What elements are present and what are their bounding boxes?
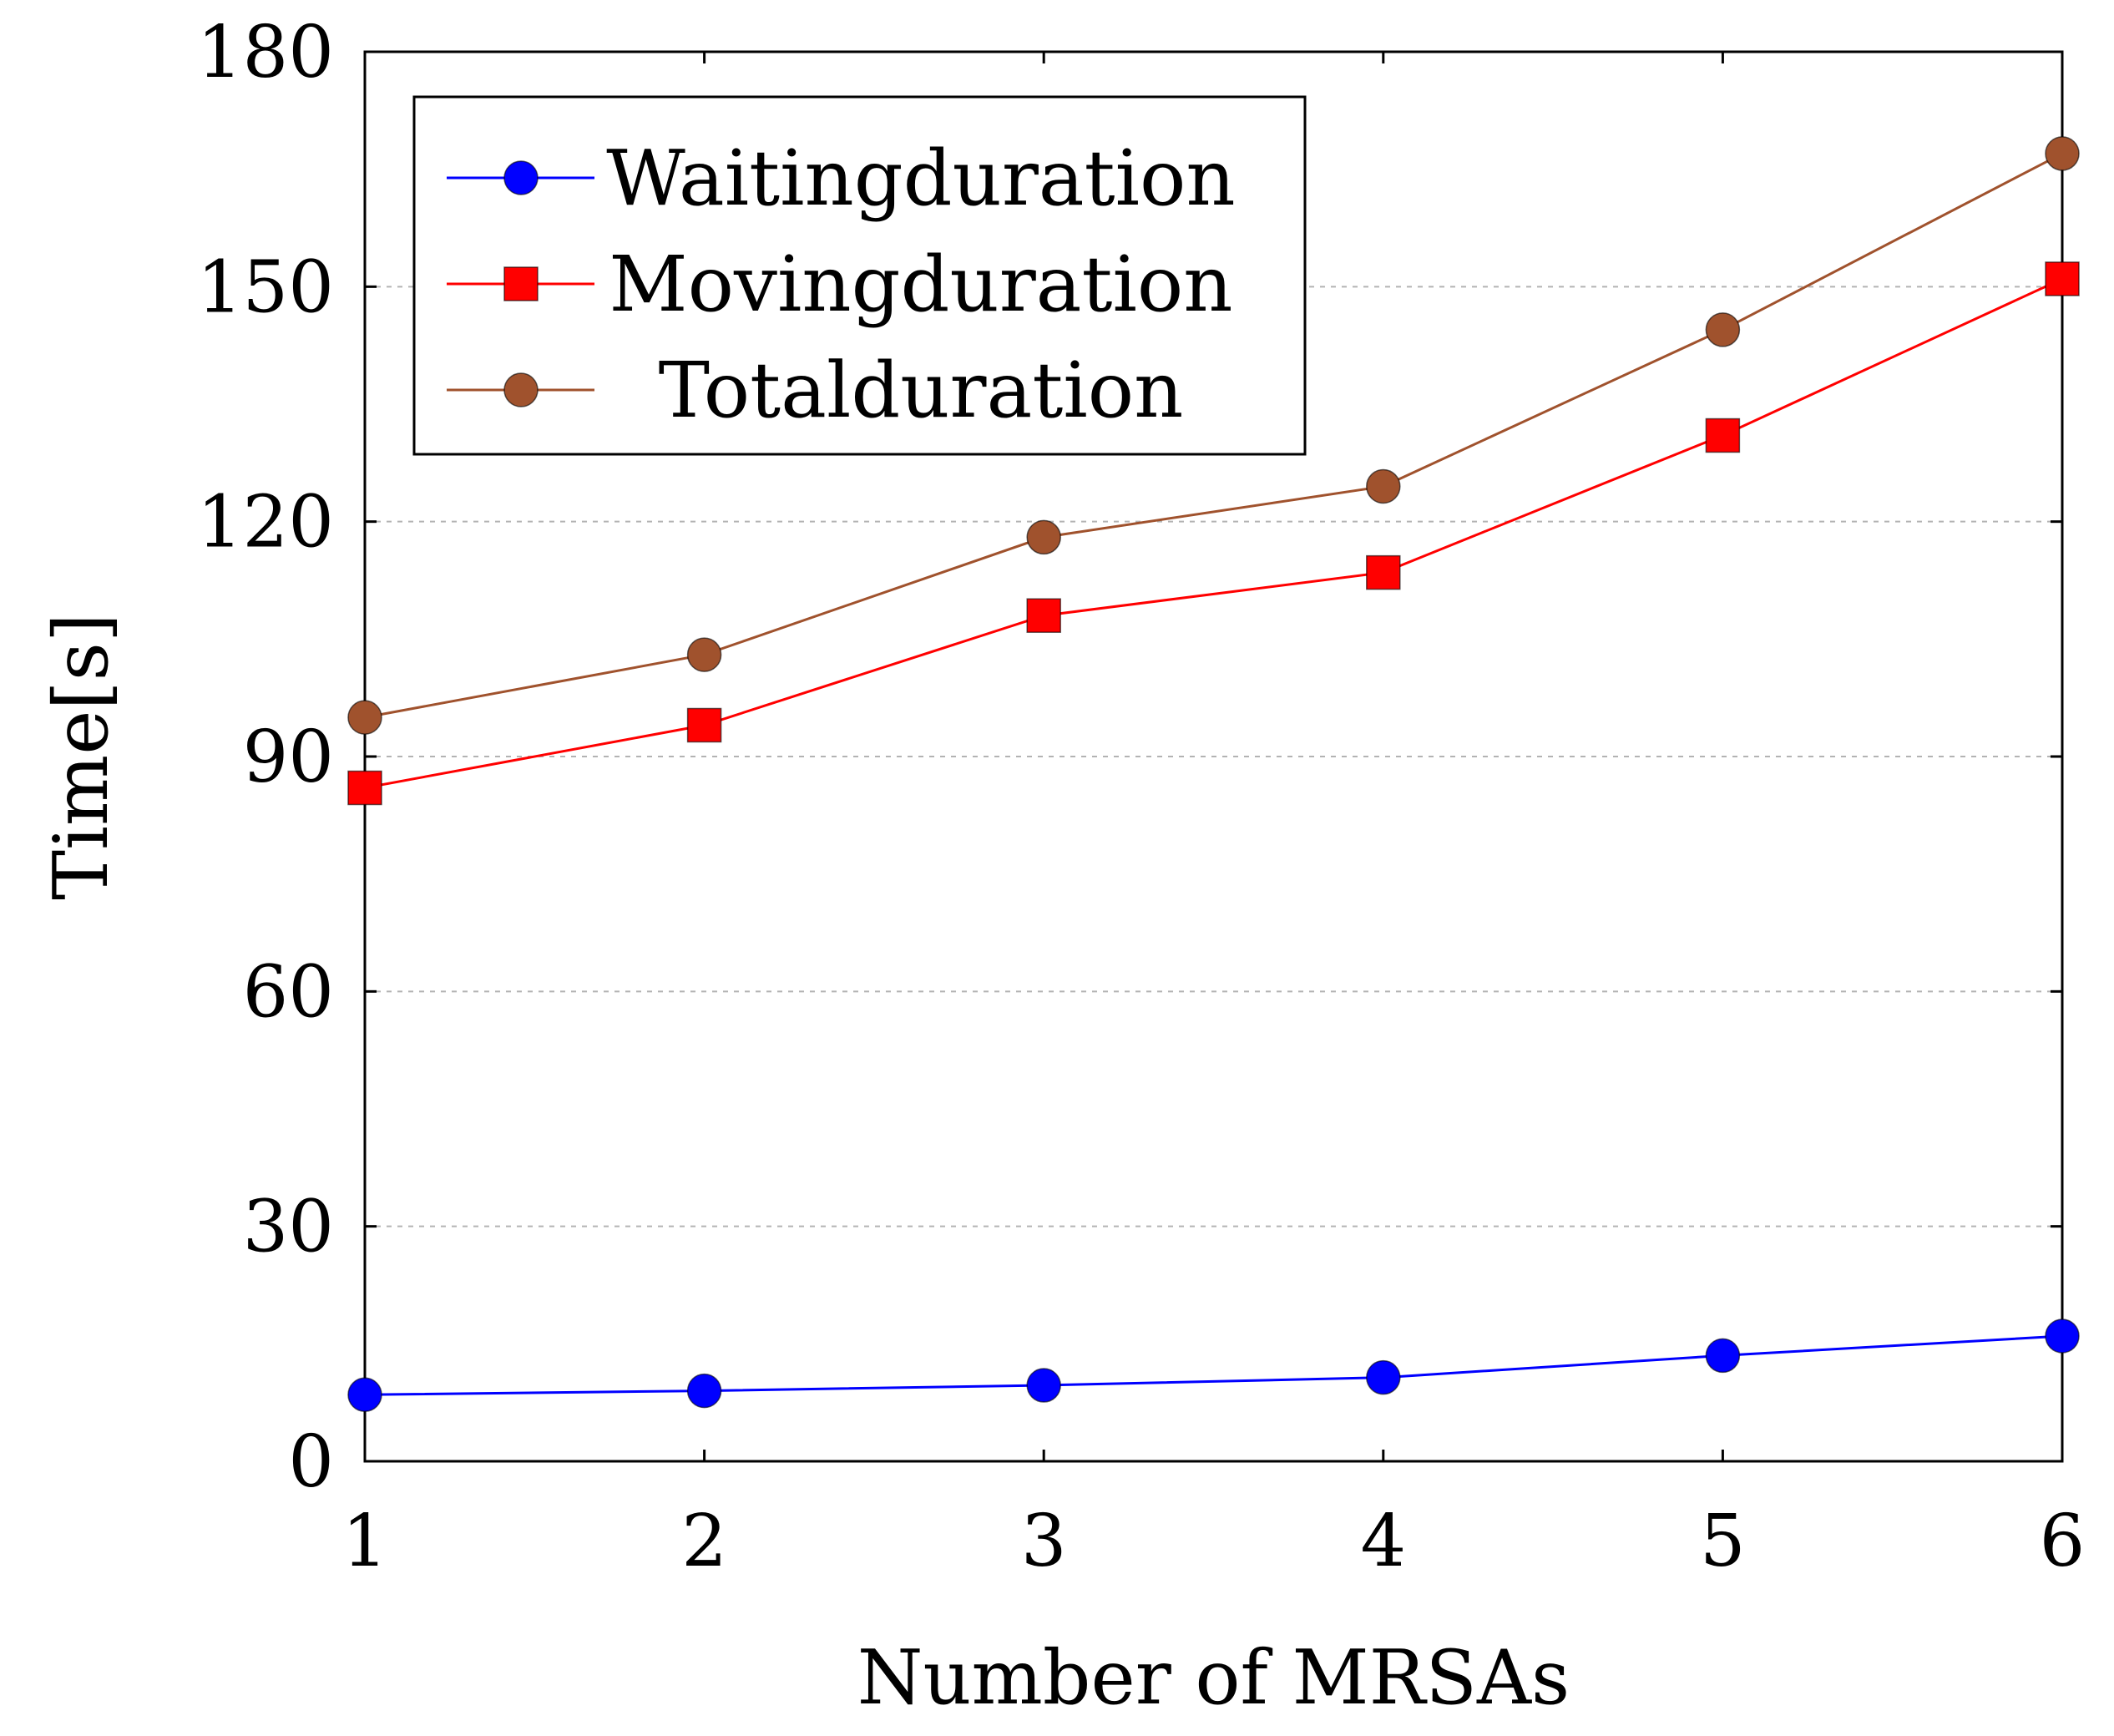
- tick-labels: 0 30 60 90 120 150 180 1 2 3 4 5 6: [197, 11, 2086, 1583]
- y-tick-label: 90: [243, 716, 334, 799]
- x-tick-label: 2: [681, 1500, 727, 1583]
- legend-marker: [503, 160, 539, 195]
- data-point: [1705, 312, 1741, 347]
- y-tick-label: 150: [197, 245, 334, 329]
- data-point: [686, 637, 722, 672]
- data-point: [2045, 261, 2080, 296]
- data-point: [347, 1377, 382, 1413]
- series-line: [364, 277, 2063, 789]
- data-point: [347, 770, 382, 806]
- y-tick-label: 180: [197, 11, 334, 94]
- legend-marker: [503, 266, 539, 301]
- data-point: [1366, 468, 1401, 504]
- y-axis-label: Time[s]: [38, 613, 125, 900]
- data-point: [686, 707, 722, 743]
- legend-box: [412, 95, 1307, 456]
- data-point: [1705, 418, 1741, 453]
- data-point: [2045, 1318, 2080, 1354]
- series-line: [364, 152, 2063, 719]
- legend-label: Movingduration: [609, 240, 1232, 329]
- legend-item-totalduration: Totalduration: [447, 346, 1183, 435]
- data-point: [1366, 1359, 1401, 1395]
- legend: Waitingduration Movingduration Totaldurati…: [412, 95, 1307, 456]
- data-point: [1026, 598, 1061, 633]
- series-layer: [347, 136, 2080, 1413]
- legend-label: Waitingduration: [606, 134, 1235, 223]
- data-point: [347, 700, 382, 735]
- x-axis-label: Number of MRSAs: [857, 1634, 1570, 1722]
- x-tick-label: 4: [1360, 1500, 1406, 1583]
- data-point: [1705, 1338, 1741, 1374]
- data-point: [1366, 554, 1401, 590]
- series-waitingduration: [347, 1318, 2080, 1413]
- x-tick-label: 6: [2040, 1500, 2086, 1583]
- x-tick-label: 3: [1021, 1500, 1067, 1583]
- y-tick-label: 30: [243, 1186, 334, 1269]
- data-point: [1026, 519, 1061, 555]
- legend-label: Totalduration: [659, 346, 1184, 435]
- legend-item-waitingduration: Waitingduration: [447, 134, 1236, 223]
- y-tick-label: 0: [288, 1420, 334, 1504]
- legend-item-movingduration: Movingduration: [447, 240, 1233, 329]
- series-line: [364, 1334, 2063, 1396]
- legend-marker: [503, 372, 539, 407]
- series-movingduration: [347, 261, 2080, 806]
- y-tick-label: 120: [197, 481, 334, 564]
- data-point: [2045, 136, 2080, 171]
- data-point: [686, 1373, 722, 1409]
- series-totalduration: [347, 136, 2080, 735]
- x-tick-label: 5: [1700, 1500, 1746, 1583]
- y-tick-label: 60: [243, 950, 334, 1034]
- x-tick-label: 1: [342, 1500, 388, 1583]
- data-point: [1026, 1368, 1061, 1403]
